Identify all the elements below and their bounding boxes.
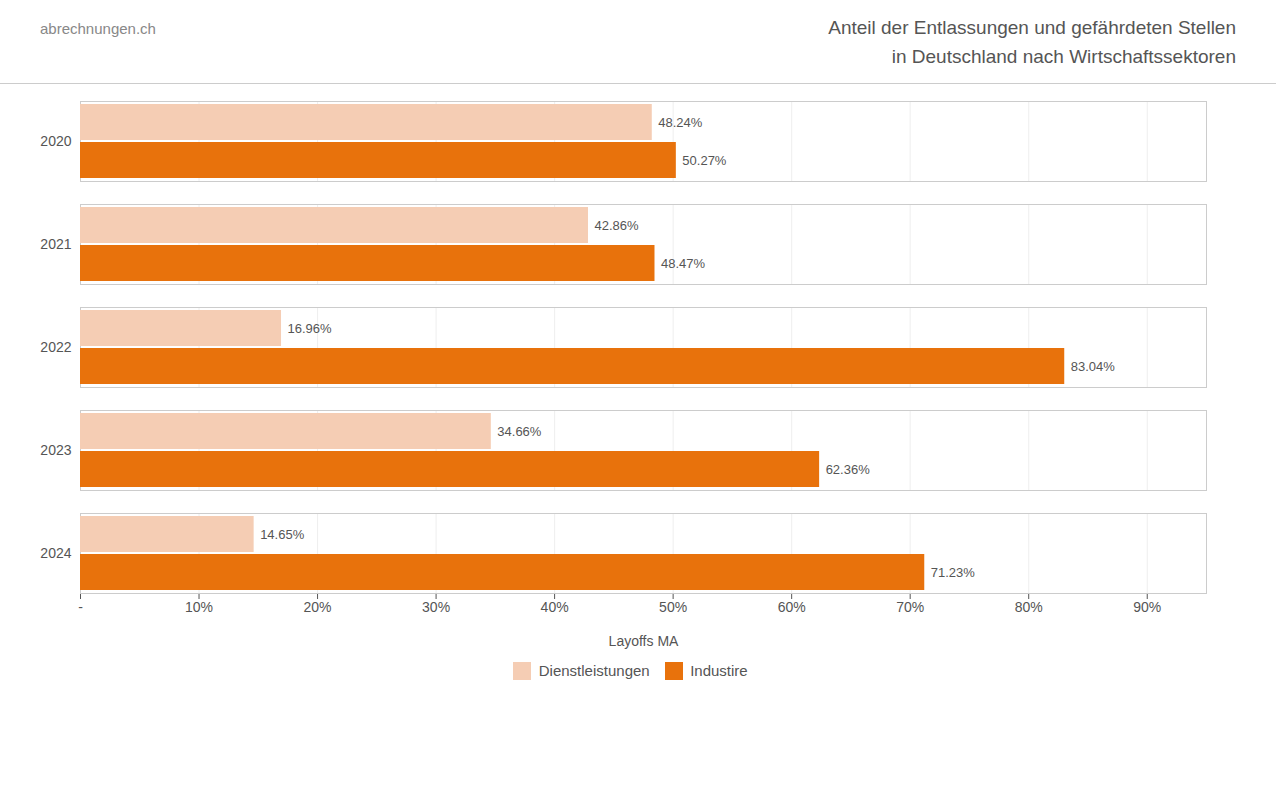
svg-text:2020: 2020 (40, 133, 71, 149)
html-text:Anteil der Entlassungen und ge: Anteil der Entlassungen und gefährdeten … (828, 17, 1236, 67)
html-text:Dienstleistungen: Dienstleistungen (538, 662, 650, 679)
svg-text:2023: 2023 (40, 442, 71, 458)
svg-text:2022: 2022 (40, 339, 71, 355)
svg-text:48.47%: 48.47% (661, 256, 706, 271)
svg-text:2021: 2021 (40, 236, 71, 252)
svg-text:Layoffs MA: Layoffs MA (609, 633, 679, 649)
svg-text:71.23%: 71.23% (931, 565, 976, 580)
svg-text:80%: 80% (1015, 599, 1043, 615)
svg-text:50.27%: 50.27% (682, 153, 727, 168)
svg-text:34.66%: 34.66% (497, 424, 542, 439)
svg-text:16.96%: 16.96% (288, 321, 333, 336)
svg-text:40%: 40% (541, 599, 569, 615)
svg-text:14.65%: 14.65% (260, 527, 305, 542)
html-text:abrechnungen.ch: abrechnungen.ch (40, 20, 156, 37)
svg-text:62.36%: 62.36% (826, 462, 871, 477)
svg-text:2024: 2024 (40, 545, 71, 561)
svg-text:90%: 90% (1133, 599, 1161, 615)
svg-text:70%: 70% (896, 599, 924, 615)
svg-text:10%: 10% (185, 599, 213, 615)
svg-text:48.24%: 48.24% (658, 115, 703, 130)
svg-text:50%: 50% (659, 599, 687, 615)
svg-text:20%: 20% (304, 599, 332, 615)
svg-text:30%: 30% (422, 599, 450, 615)
svg-text:60%: 60% (778, 599, 806, 615)
svg-text:-: - (78, 599, 83, 615)
svg-text:83.04%: 83.04% (1071, 359, 1116, 374)
svg-text:42.86%: 42.86% (595, 218, 640, 233)
html-text:Industire: Industire (690, 662, 748, 679)
